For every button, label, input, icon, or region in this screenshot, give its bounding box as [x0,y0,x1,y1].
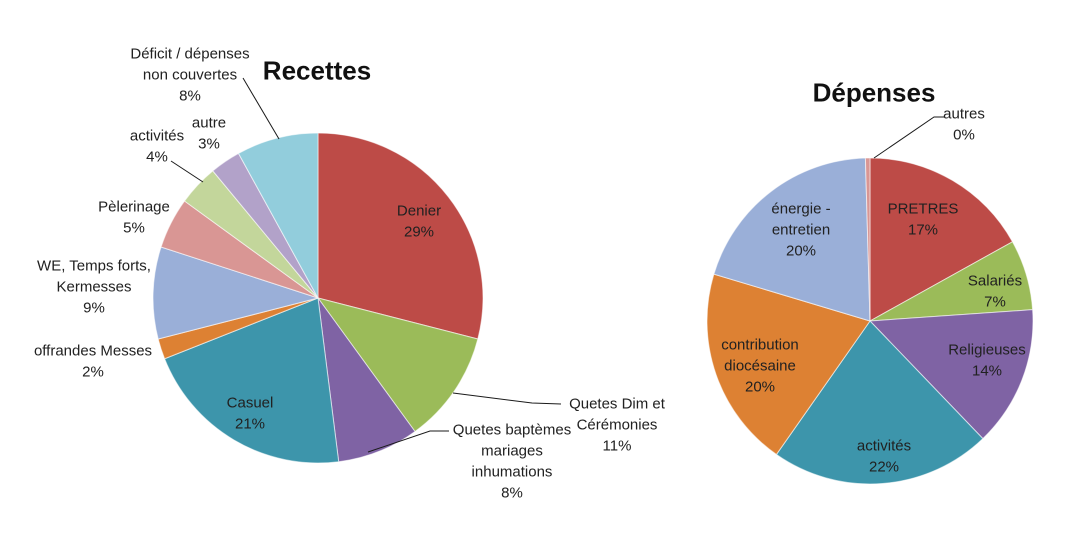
pie-slice-pretres [869,157,1013,322]
leader-line-d-ficit-d-penses-non-couvertes [242,77,280,140]
chart-title-recettes: Recettes [262,55,372,86]
pie-slice-denier [317,132,484,340]
leader-line-autres [873,116,945,159]
pie-slice-contribution-dioc-saine [706,273,871,455]
pie-slice-we-temps-forts-kermesses [152,246,319,340]
leader-line-quetes-bapt-mes-mariages-inhumations [367,430,449,453]
pie-slice-d-ficit-d-penses-non-couvertes [238,132,319,299]
pie-slice-religieuses [869,309,1034,440]
pie-slice-nergie-entretien [713,157,871,322]
pie-slice-quetes-dim-et-c-r-monies [317,297,479,432]
pie-slice-autres [864,157,871,322]
pie-slice-activit-s [775,320,984,485]
pie-slice-casuel [164,297,340,464]
leader-line-activit-s [170,160,204,183]
leader-line-quetes-dim-et-c-r-monies [452,392,562,405]
chart-title-depenses: Dépenses [812,77,936,108]
